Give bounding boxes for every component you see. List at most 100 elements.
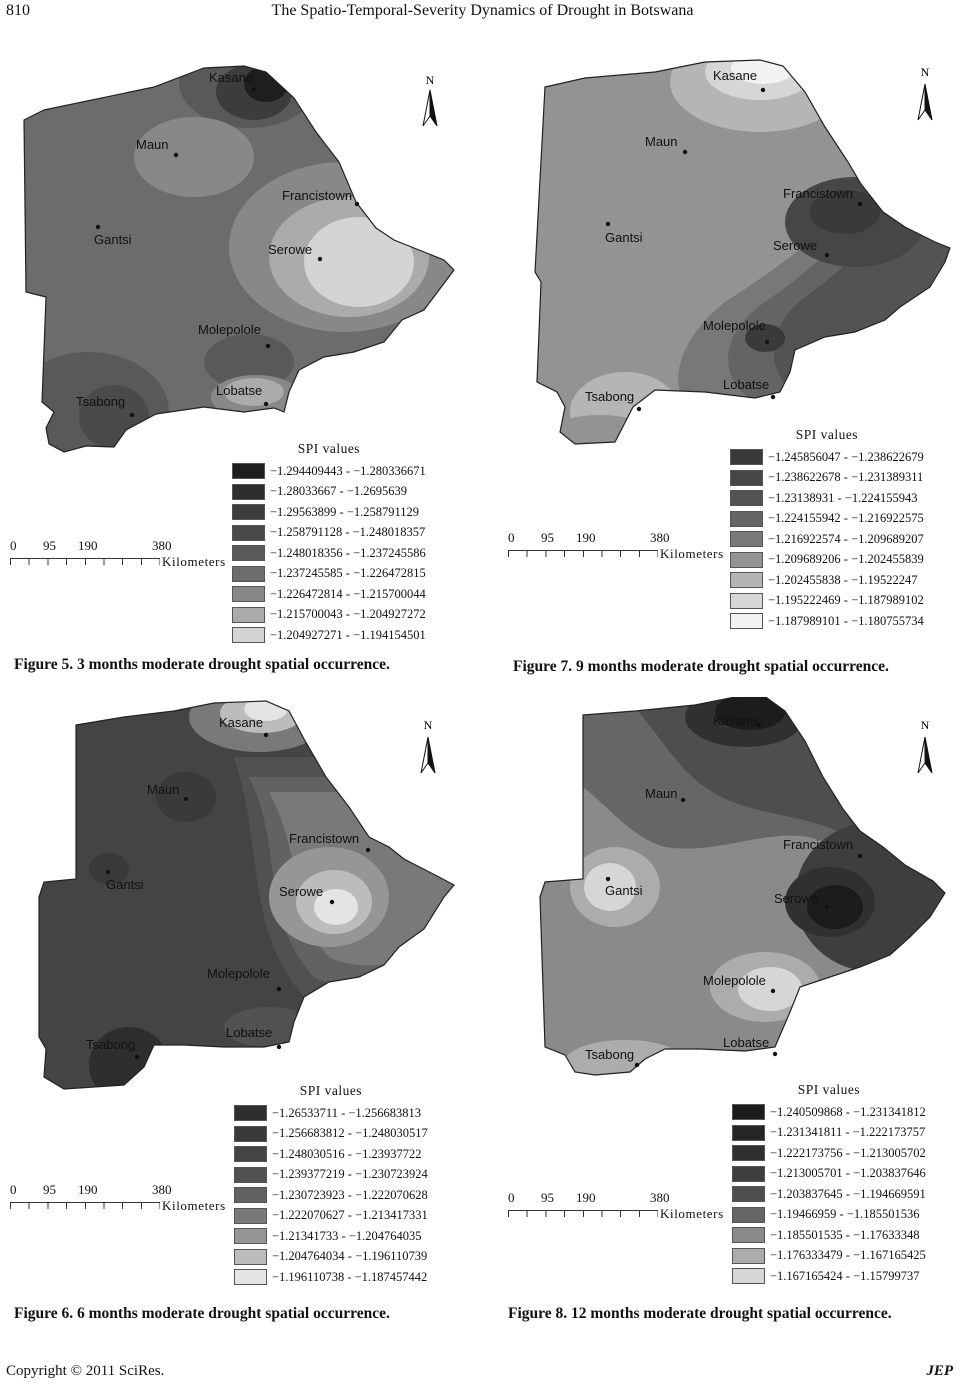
city-label-francistown: Francistown xyxy=(289,831,359,846)
legend-swatch xyxy=(232,545,265,562)
legend-label: −1.26533711 - −1.256683813 xyxy=(272,1105,422,1120)
city-marker xyxy=(263,401,269,407)
city-marker xyxy=(276,986,282,992)
legend-title: SPI values xyxy=(299,1083,363,1098)
legend-swatch xyxy=(234,1207,267,1224)
scale-tick-label: 380 xyxy=(650,1190,670,1205)
legend-label: −1.167165424 - −1.15799737 xyxy=(770,1268,920,1283)
legend-row: −1.237245585 - −1.226472815 xyxy=(232,564,426,585)
city-label-molepolole: Molepolole xyxy=(207,966,270,981)
legend-row: −1.258791128 - −1.248018357 xyxy=(232,523,426,544)
legend-swatch xyxy=(730,531,763,548)
legend-swatch xyxy=(232,565,265,582)
legend-label: −1.21341733 - −1.204764035 xyxy=(272,1228,422,1243)
legend-row: −1.167165424 - −1.15799737 xyxy=(732,1266,926,1287)
city-label-molepolole: Molepolole xyxy=(703,973,766,988)
scale-tick-label: 0 xyxy=(10,1182,17,1197)
legend-swatch xyxy=(234,1187,267,1204)
legend-row: −1.196110738 - −1.187457442 xyxy=(234,1267,428,1288)
city-label-molepolole: Molepolole xyxy=(703,318,766,333)
legend-swatch xyxy=(732,1104,765,1121)
legend: SPI values −1.26533711 - −1.256683813 −1.… xyxy=(234,1083,428,1288)
figure-7-caption: Figure 7. 9 months moderate drought spat… xyxy=(513,658,889,675)
legend-row: −1.239377219 - −1.230723924 xyxy=(234,1165,428,1186)
legend-title: SPI values xyxy=(797,1082,861,1097)
legend-label: −1.230723923 - −1.222070628 xyxy=(272,1187,428,1202)
figure-8-map-panel: N Kasane Maun Francistown Gantsi Serowe Molep… xyxy=(505,697,960,1297)
legend-swatch xyxy=(232,483,265,500)
north-arrow: N xyxy=(917,65,933,121)
figure-5-map-panel: N Kasane Maun Francistown Gantsi Serowe Molep… xyxy=(4,52,459,652)
legend-row: −1.19466959 - −1.185501536 xyxy=(732,1205,926,1226)
legend-label: −1.240509868 - −1.231341812 xyxy=(770,1104,926,1119)
legend-label: −1.23138931 - −1.224155943 xyxy=(768,490,918,505)
legend-row: −1.195222469 - −1.187989102 xyxy=(730,591,924,612)
city-marker xyxy=(770,988,776,994)
city-label-molepolole: Molepolole xyxy=(198,322,261,337)
scale-tick-label: 95 xyxy=(43,1182,56,1197)
legend-label: −1.176333479 - −1.167165425 xyxy=(770,1248,926,1263)
legend-label: −1.213005701 - −1.203837646 xyxy=(770,1166,926,1181)
city-marker xyxy=(251,87,257,93)
city-label-kasane: Kasane xyxy=(713,68,757,83)
legend-label: −1.19466959 - −1.185501536 xyxy=(770,1207,920,1222)
legend-swatch xyxy=(732,1247,765,1264)
north-label: N xyxy=(424,718,433,732)
scale-bar: 0 95 190 380 Kilometers xyxy=(10,538,225,569)
city-label-lobatse: Lobatse xyxy=(723,377,769,392)
legend-row: −1.294409443 - −1.280336671 xyxy=(232,461,426,482)
city-label-serowe: Serowe xyxy=(773,238,817,253)
legend-label: −1.239377219 - −1.230723924 xyxy=(272,1167,428,1182)
legend-swatch xyxy=(232,586,265,603)
legend-label: −1.209689206 - −1.202455839 xyxy=(768,552,924,567)
legend-label: −1.245856047 - −1.238622679 xyxy=(768,449,924,464)
city-marker xyxy=(756,722,762,728)
legend-swatch xyxy=(730,592,763,609)
figure-5-caption: Figure 5. 3 months moderate drought spat… xyxy=(14,656,390,673)
legend-row: −1.230723923 - −1.222070628 xyxy=(234,1185,428,1206)
legend-label: −1.248030516 - −1.23937722 xyxy=(272,1146,422,1161)
city-marker xyxy=(173,152,179,158)
botswana-outline xyxy=(539,697,946,1076)
north-arrow: N xyxy=(420,718,436,774)
figure-8-caption: Figure 8. 12 months moderate drought spa… xyxy=(508,1305,892,1322)
legend-row: −1.23138931 - −1.224155943 xyxy=(730,488,924,509)
legend: SPI values −1.245856047 - −1.238622679 −1… xyxy=(730,427,924,632)
legend-label: −1.216922574 - −1.209689207 xyxy=(768,531,924,546)
scale-tick-label: 380 xyxy=(650,530,670,545)
north-arrow: N xyxy=(422,73,438,127)
figure-6-map: N Kasane Maun Francistown Gantsi Serowe Molep… xyxy=(38,700,455,1090)
scale-unit: Kilometers xyxy=(660,1206,724,1221)
legend-swatch xyxy=(732,1206,765,1223)
city-marker xyxy=(824,252,830,258)
city-label-gantsi: Gantsi xyxy=(605,230,643,245)
city-marker xyxy=(760,87,766,93)
legend-row: −1.185501535 - −1.17633348 xyxy=(732,1225,926,1246)
legend-label: −1.204764034 - −1.196110739 xyxy=(272,1249,428,1264)
city-marker xyxy=(824,904,830,910)
north-label: N xyxy=(426,73,435,87)
legend-label: −1.28033667 - −1.2695639 xyxy=(270,484,408,499)
figure-7-map: N Kasane Maun Francistown Gantsi Serowe Molep… xyxy=(534,59,951,445)
legend-row: −1.245856047 - −1.238622679 xyxy=(730,447,924,468)
scale-bar: 0 95 190 380 Kilometers xyxy=(508,530,723,561)
city-marker xyxy=(605,876,611,882)
scale-tick-label: 95 xyxy=(43,538,56,553)
figure-5-map: N Kasane Maun Francistown Gantsi Serowe Molep… xyxy=(23,65,455,453)
figure-6-map-panel: N Kasane Maun Francistown Gantsi Serowe Molep… xyxy=(4,697,459,1297)
legend-swatch xyxy=(234,1228,267,1245)
city-marker xyxy=(772,1051,778,1057)
journal-abbrev: JEP xyxy=(926,1363,953,1379)
legend-row: −1.187989101 - −1.180755734 xyxy=(730,611,924,632)
scale-tick-label: 0 xyxy=(10,538,17,553)
legend-row: −1.222173756 - −1.213005702 xyxy=(732,1143,926,1164)
scale-bar: 0 95 190 380 Kilometers xyxy=(10,1182,225,1213)
city-marker xyxy=(134,1054,140,1060)
legend-label: −1.204927271 - −1.194154501 xyxy=(270,627,426,642)
city-label-maun: Maun xyxy=(147,782,180,797)
legend-swatch xyxy=(234,1166,267,1183)
legend-row: −1.29563899 - −1.258791129 xyxy=(232,502,426,523)
legend-label: −1.222070627 - −1.213417331 xyxy=(272,1208,428,1223)
legend-label: −1.202455838 - −1.19522247 xyxy=(768,572,918,587)
north-label: N xyxy=(921,65,930,79)
